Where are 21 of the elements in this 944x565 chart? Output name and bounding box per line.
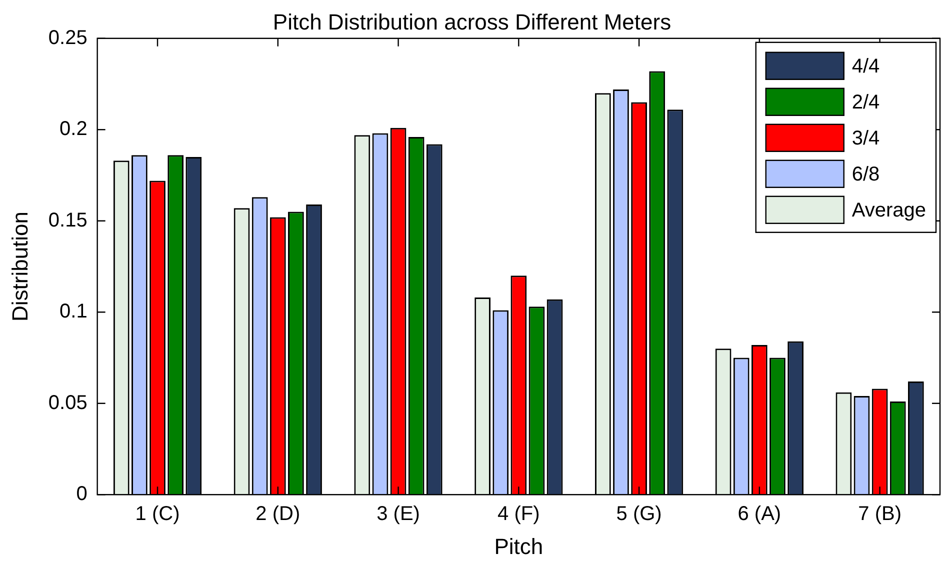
- chart-title: Pitch Distribution across Different Meters: [272, 9, 672, 34]
- x-tick-label: 7 (B): [858, 503, 902, 526]
- x-tick-label: 2 (D): [256, 503, 300, 526]
- y-tick-label: 0.05: [48, 392, 88, 414]
- x-tick-label: 5 (G): [616, 503, 662, 526]
- legend-label: Average: [852, 199, 926, 222]
- x-tick-label: 1 (C): [135, 503, 180, 526]
- x-axis-title: Pitch: [494, 534, 544, 559]
- y-tick-label: 0.25: [48, 26, 88, 49]
- y-tick-label: 0.15: [48, 209, 88, 232]
- x-tick-label: 3 (E): [376, 503, 420, 526]
- legend-label: 4/4: [852, 55, 880, 78]
- x-tick-label: 4 (F): [498, 503, 540, 526]
- y-tick-label: 0.1: [60, 300, 88, 323]
- y-axis-title: Distribution: [7, 211, 32, 322]
- y-tick-label: 0: [76, 483, 88, 506]
- legend-label: 6/8: [852, 163, 880, 186]
- y-tick-label: 0.2: [60, 118, 88, 140]
- legend-label: 3/4: [852, 127, 880, 150]
- legend-label: 2/4: [852, 91, 880, 114]
- x-tick-label: 6 (A): [738, 503, 782, 526]
